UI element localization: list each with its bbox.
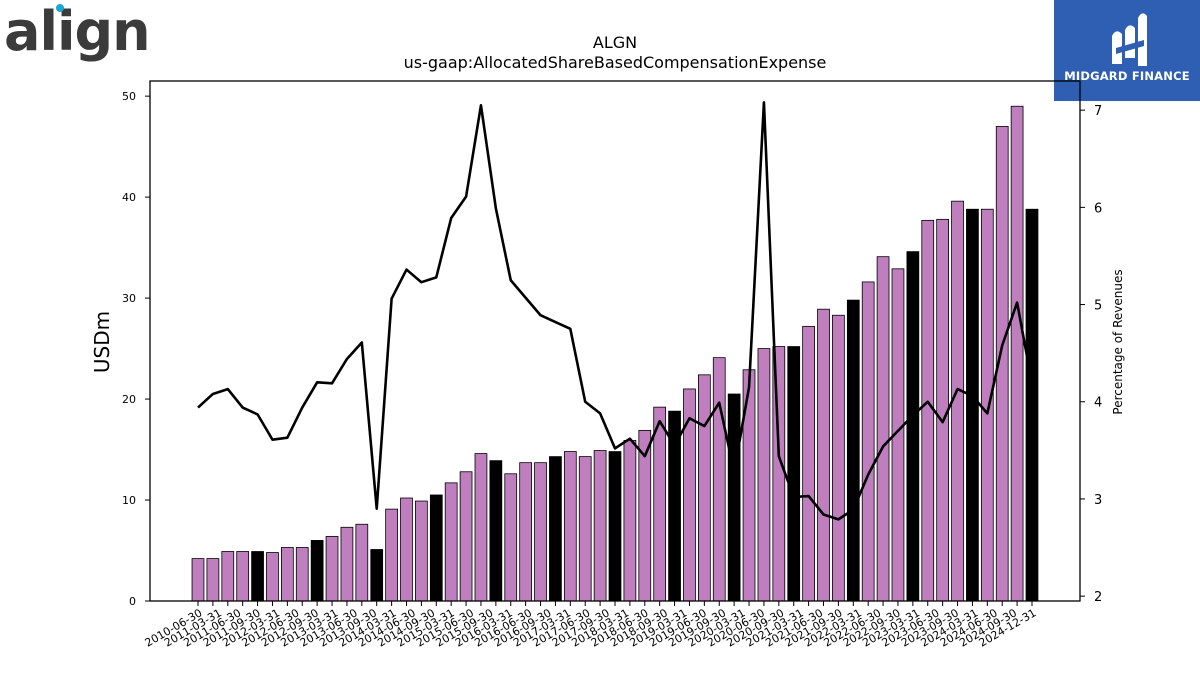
bar-2016-09-30 bbox=[563, 451, 577, 602]
bar-2023-09-30 bbox=[980, 208, 994, 602]
bar-2023-06-30 bbox=[966, 208, 979, 602]
y-axis-label: USDm bbox=[90, 311, 114, 373]
y2-tick-label-7: 7 bbox=[1094, 104, 1102, 119]
bar-2015-09-30 bbox=[504, 473, 518, 602]
y-tick-label-0: 0 bbox=[129, 595, 136, 608]
bar-2013-12-31 bbox=[400, 497, 413, 602]
y-tick-label-10: 10 bbox=[122, 494, 136, 507]
bar-2011-06-30 bbox=[251, 551, 264, 602]
chart-title: ALGN bbox=[593, 33, 637, 52]
align-logo: align bbox=[4, 0, 151, 64]
bar-series bbox=[191, 105, 1039, 602]
bar-2014-12-31 bbox=[459, 471, 473, 602]
bar-2024-03-31 bbox=[1010, 105, 1024, 602]
y-tick-label-30: 30 bbox=[122, 292, 136, 305]
bar-2015-03-31 bbox=[474, 453, 488, 602]
y2-tick-label-6: 6 bbox=[1094, 201, 1102, 216]
bar-2014-09-30 bbox=[444, 482, 458, 602]
bar-2011-09-30 bbox=[266, 552, 279, 602]
bar-2017-09-30 bbox=[623, 440, 637, 602]
bar-2010-06-30 bbox=[191, 558, 205, 602]
bar-2014-03-31 bbox=[415, 500, 428, 602]
bar-2012-12-31 bbox=[340, 526, 354, 602]
bar-2021-12-31 bbox=[876, 256, 890, 602]
axes: 010203040502345672010-06-302011-03-31201… bbox=[122, 80, 1102, 650]
bar-2014-06-30 bbox=[429, 494, 443, 602]
bar-2021-06-30 bbox=[846, 299, 860, 602]
bar-2016-06-30 bbox=[549, 456, 562, 602]
line-series bbox=[197, 101, 1034, 521]
align-logo-text: align bbox=[4, 0, 151, 63]
y2-tick-label-2: 2 bbox=[1094, 590, 1102, 605]
bar-2015-06-30 bbox=[489, 460, 503, 602]
bar-2022-06-30 bbox=[906, 251, 920, 602]
bar-2019-06-30 bbox=[727, 393, 741, 602]
percentage-line bbox=[197, 101, 1034, 521]
bar-2013-09-30 bbox=[385, 508, 398, 602]
align-logo-dot bbox=[56, 4, 64, 12]
bar-2017-03-31 bbox=[593, 450, 607, 602]
bar-2020-09-30 bbox=[802, 325, 815, 602]
y2-axis-label: Percentage of Revenues bbox=[1111, 269, 1125, 414]
bar-2013-03-31 bbox=[355, 523, 369, 602]
bar-2020-06-30 bbox=[787, 346, 801, 602]
bar-2019-03-31 bbox=[712, 357, 726, 602]
y2-tick-label-5: 5 bbox=[1094, 299, 1102, 314]
bar-2012-09-30 bbox=[325, 535, 339, 602]
bar-2016-12-31 bbox=[578, 456, 592, 602]
bar-2010-12-31 bbox=[221, 551, 235, 602]
y-tick-label-50: 50 bbox=[122, 90, 136, 103]
bar-2018-03-31 bbox=[653, 406, 667, 602]
bar-2021-03-31 bbox=[832, 314, 845, 602]
bar-2020-12-31 bbox=[817, 308, 830, 602]
bar-2016-03-31 bbox=[534, 462, 547, 602]
chart-subtitle: us-gaap:AllocatedShareBasedCompensationE… bbox=[404, 53, 827, 72]
midgard-finance-logo: MIDGARD FINANCE bbox=[1054, 0, 1200, 101]
bar-2021-09-30 bbox=[861, 281, 875, 602]
bar-2024-06-30 bbox=[1025, 208, 1039, 602]
bar-2015-12-31 bbox=[519, 462, 533, 602]
bar-2019-12-31 bbox=[757, 348, 771, 602]
bar-2011-03-31 bbox=[236, 551, 250, 602]
bar-2022-09-30 bbox=[921, 219, 935, 602]
bar-2018-12-31 bbox=[698, 374, 711, 602]
bar-2011-12-31 bbox=[280, 547, 294, 602]
bar-2013-06-30 bbox=[370, 549, 384, 602]
y2-tick-label-4: 4 bbox=[1094, 396, 1102, 411]
midgard-mark-icon bbox=[1112, 13, 1147, 66]
bar-2012-03-31 bbox=[295, 547, 309, 602]
midgard-logo-text: MIDGARD FINANCE bbox=[1064, 69, 1190, 83]
y2-tick-label-3: 3 bbox=[1094, 493, 1102, 508]
bar-2010-09-30 bbox=[206, 558, 220, 602]
y-tick-label-40: 40 bbox=[122, 191, 136, 204]
y-tick-label-20: 20 bbox=[122, 393, 136, 406]
bar-2012-06-30 bbox=[310, 540, 324, 602]
bar-2017-06-30 bbox=[608, 451, 622, 602]
